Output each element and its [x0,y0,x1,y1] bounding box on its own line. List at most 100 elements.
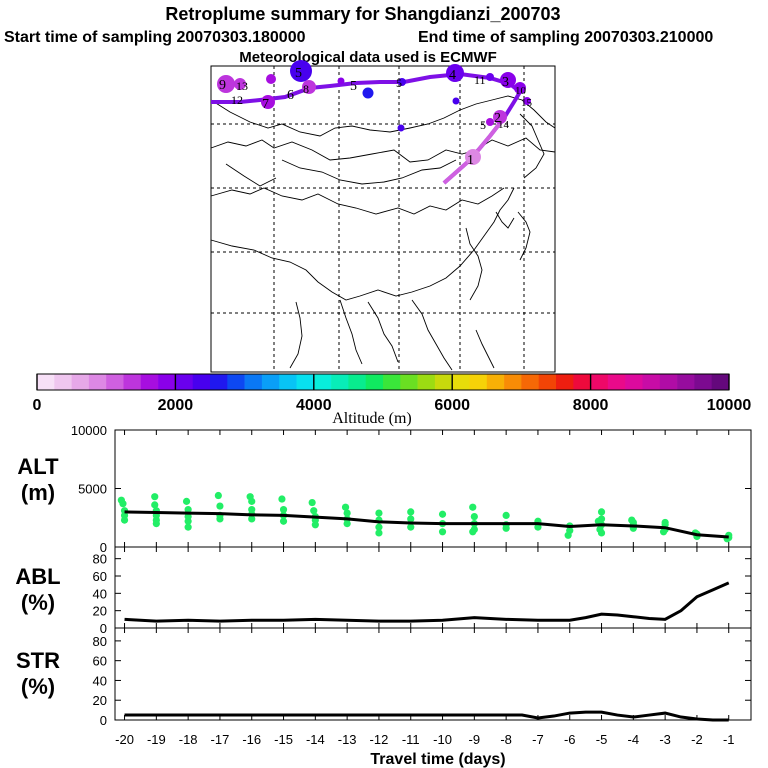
altitude-scatter-point [407,523,415,531]
altitude-scatter-point [248,505,256,514]
altitude-colorbar: 0 2000 4000 6000 8000 10000 [33,373,752,414]
colorbar-swatch [261,374,280,390]
y-tick-label: 20 [93,693,107,708]
plume-number: 15 [521,97,533,109]
plume-number: 5 [295,66,302,81]
plume-circle-15 [217,75,235,93]
colorbar-swatch [106,374,124,390]
x-tick-label: -19 [147,732,166,747]
x-tick-label: -13 [338,732,357,747]
trajectory-map: 1 2 3 4 5 5 5 5 6 7 8 9 10 11 12 13 14 1… [210,60,556,373]
trajectory-line-recent [442,116,506,185]
colorbar-swatch [365,374,384,390]
colorbar-swatch [296,374,315,390]
altitude-scatter-point [564,531,572,539]
y-tick-label: 60 [93,654,107,669]
colorbar-swatch [469,374,488,390]
plume-circle-4 [446,64,464,82]
x-tick-label: -18 [179,732,198,747]
plume-number: 12 [231,93,243,107]
y-tick-label: 80 [93,552,107,567]
end-time: End time of sampling 20070303.210000 [418,29,713,46]
altitude-scatter-point [182,497,191,505]
x-tick-label: -4 [628,732,640,747]
altitude-scatter-point [343,509,351,517]
plume-circle-14 [261,95,275,109]
plume-circle-6 [452,97,460,105]
colorbar-tick-label: 8000 [573,397,609,414]
start-time: Start time of sampling 20070303.180000 [4,29,306,46]
y-tick-label: 80 [93,634,107,649]
alt-panel-label: ALT [17,454,59,479]
plume-number: 6 [287,88,294,103]
x-axis-label: Travel time (days) [370,751,505,768]
x-tick-label: -10 [433,732,452,747]
plume-circle-10 [337,77,345,85]
altitude-scatter-point [470,512,478,521]
altitude-scatter-point [596,525,604,534]
plume-circle-16 [234,78,246,90]
colorbar-tick-label: 2000 [158,397,194,414]
x-tick-label: -6 [564,732,576,747]
time-series-panels: ALT (m) ABL (%) STR (%) 0 5000 10000 0 20 40 6… [15,423,752,747]
plume-circle-13 [266,74,276,84]
x-tick-label: -14 [306,732,325,747]
altitude-scatter-point [438,528,447,536]
plume-number: 7 [262,97,269,112]
altitude-scatter-point [661,518,669,527]
abl-panel-unit: (%) [21,590,55,615]
x-tick-label: -16 [242,732,261,747]
colorbar-swatch [158,374,176,390]
colorbar-swatch [313,374,332,390]
x-tick-label: -12 [370,732,389,747]
colorbar-swatch [504,374,522,390]
colorbar-swatch [192,374,211,390]
altitude-scatter-point [341,503,350,511]
altitude-scatter-point [279,517,288,525]
x-tick-label: -8 [500,732,512,747]
plume-number: 1 [467,153,474,168]
colorbar-swatch [37,374,55,390]
altitude-scatter-point [534,523,542,531]
plume-number: 4 [449,68,456,83]
y-tick-label: 60 [93,569,107,584]
plume-circle-12 [302,80,316,94]
colorbar-swatch [694,374,712,390]
plume-number: 9 [219,78,226,93]
plume-circles [217,60,531,165]
altitude-scatter-point [184,523,192,531]
plume-circle-7 [398,78,406,86]
plume-circle-5 [486,118,494,126]
altitude-scatter-point [628,516,636,524]
x-tick-label: -7 [532,732,544,747]
colorbar-swatch [54,374,72,390]
x-tick-label: -11 [402,732,420,747]
panels-frame [114,429,752,721]
altitude-scatter-point [184,505,192,514]
altitude-scatter-point [375,523,383,531]
str-panel-unit: (%) [21,674,55,699]
altitude-scatter-point [594,517,602,525]
plume-number: 3 [502,75,509,90]
colorbar-swatch [538,374,557,390]
x-tick-label: -17 [211,732,230,747]
colorbar-tick-label: 0 [33,397,42,414]
colorbar-swatch [711,374,730,390]
colorbar-swatch [556,374,574,390]
colorbar-swatch [175,374,193,390]
colorbar-tick-label: 10000 [707,397,752,414]
colorbar-swatch [486,374,505,390]
altitude-scatter-point [216,502,224,510]
colorbar-swatch [642,374,661,390]
colorbar-swatch [400,374,418,390]
colorbar-swatch [625,374,643,390]
altitude-scatter-point [469,503,477,511]
altitude-scatter-point [308,498,316,507]
plume-circle-11 [290,60,312,82]
colorbar-swatch [452,374,470,390]
plume-number: 14 [498,119,510,131]
colorbar-swatch [383,374,401,390]
colorbar-swatch [590,374,609,390]
colorbar-swatch [88,374,107,390]
